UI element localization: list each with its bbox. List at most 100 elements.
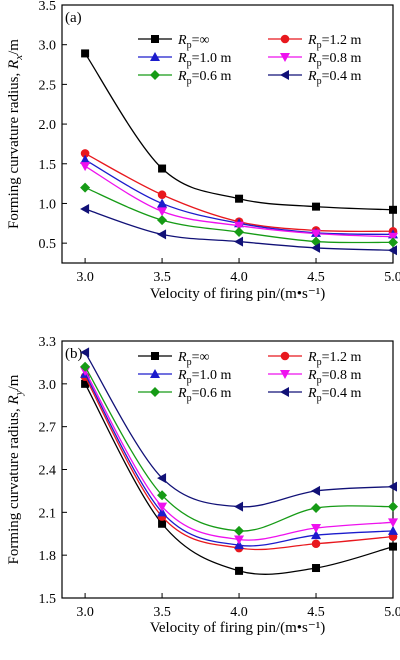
data-point-marker	[311, 485, 321, 496]
legend-item: Rp=∞	[138, 33, 209, 51]
data-point-marker	[234, 540, 245, 550]
x-axis-label: Velocity of firing pin/(m•s⁻¹)	[150, 286, 326, 302]
legend-label: Rp=1.2 m	[307, 33, 361, 51]
data-point-marker	[158, 164, 167, 173]
y-tick-label: 2.0	[39, 118, 57, 133]
data-point-marker	[80, 162, 91, 172]
y-tick-label: 1.5	[39, 592, 57, 607]
legend-marker	[150, 70, 160, 80]
plot-frame	[61, 4, 394, 264]
y-tick-label: 1.0	[39, 197, 57, 212]
chart-panel-a: 3.0 3.5 4.0 4.5 5.0 0.5 1.0 1.5 2.0 2.5 3.0 3.5 (a) V…	[6, 0, 400, 302]
legend-marker	[280, 351, 290, 361]
series-rp-0-6-m	[80, 182, 398, 248]
x-tick-label: 4.0	[230, 270, 248, 285]
x-axis-label: Velocity of firing pin/(m•s⁻¹)	[150, 620, 326, 636]
data-point-marker	[234, 535, 245, 545]
x-tick-label: 5.0	[384, 270, 400, 285]
legend-label: Rp=0.8 m	[307, 51, 361, 69]
data-point-marker	[157, 215, 168, 226]
series-line	[84, 352, 394, 508]
data-point-marker	[235, 194, 244, 203]
data-point-marker	[80, 154, 91, 164]
legend-marker	[280, 370, 290, 379]
series-line	[84, 366, 394, 532]
y-tick-label: 2.5	[39, 78, 57, 93]
legend: Rp=∞ Rp=1.2 m Rp=1.0 m Rp=0.8 m Rp=0.6 m Rp=0…	[138, 33, 361, 87]
data-point-marker	[311, 524, 322, 534]
legend-marker	[280, 34, 290, 44]
legend-item: Rp=0.8 m	[268, 51, 361, 69]
y-tick-label: 1.5	[39, 158, 57, 173]
data-point-marker	[80, 361, 91, 372]
series-rp-0-8-m	[80, 162, 398, 242]
data-point-marker	[234, 236, 244, 247]
y-tick-label: 2.7	[39, 421, 57, 436]
data-point-marker	[389, 205, 397, 214]
legend-item: Rp=0.4 m	[268, 69, 361, 87]
y-tick-label: 1.8	[39, 549, 57, 564]
data-point-marker	[312, 202, 321, 211]
data-point-marker	[234, 525, 245, 536]
data-point-marker	[80, 347, 90, 358]
data-point-marker	[235, 566, 244, 575]
legend-label: Rp=1.0 m	[177, 51, 231, 69]
data-point-marker	[388, 501, 398, 512]
data-point-marker	[157, 502, 168, 512]
data-point-marker	[157, 507, 168, 517]
legend-marker	[150, 369, 160, 378]
chart-panel-b: 3.0 3.5 4.0 4.5 5.0 1.5 1.8 2.1 2.4 2.7 3.0 3.3 (b) V…	[6, 335, 400, 636]
legend-label: Rp=∞	[177, 350, 209, 368]
data-point-marker	[388, 518, 398, 528]
legend-item: Rp=∞	[138, 350, 209, 368]
data-point-marker	[157, 190, 167, 200]
y-axis-label: Forming curvature radius, Ry/m	[6, 374, 25, 564]
legend-item: Rp=0.6 m	[138, 69, 231, 87]
panel-label: (b)	[65, 346, 83, 362]
legend-item: Rp=0.4 m	[268, 386, 361, 404]
y-tick-label: 3.0	[39, 378, 57, 393]
data-point-marker	[157, 473, 167, 484]
y-axis-label: Forming curvature radius, Rx/m	[6, 39, 25, 229]
data-point-marker	[234, 221, 245, 231]
x-tick-label: 3.0	[76, 605, 94, 620]
legend-label: Rp=1.2 m	[307, 350, 361, 368]
legend-marker	[151, 352, 159, 360]
series-line	[84, 376, 394, 551]
legend-marker	[151, 35, 159, 43]
data-point-marker	[81, 49, 90, 58]
x-tick-label: 4.5	[307, 270, 325, 285]
data-point-marker	[157, 207, 168, 217]
series-line	[84, 370, 394, 541]
data-point-marker	[388, 237, 398, 248]
data-point-marker	[311, 242, 321, 253]
data-point-marker	[157, 198, 168, 208]
data-point-marker	[311, 503, 322, 514]
data-point-marker	[157, 490, 168, 501]
legend-item: Rp=1.2 m	[268, 33, 361, 51]
y-tick-label: 2.1	[39, 506, 57, 521]
x-tick-label: 3.0	[76, 270, 94, 285]
legend: Rp=∞ Rp=1.2 m Rp=1.0 m Rp=0.8 m Rp=0.6 m Rp=0…	[138, 350, 361, 404]
legend-label: Rp=0.4 m	[307, 386, 361, 404]
data-point-marker	[80, 149, 90, 158]
legend-marker	[280, 53, 290, 62]
data-point-marker	[312, 564, 321, 573]
y-tick-label: 3.0	[39, 39, 57, 54]
legend-item: Rp=0.8 m	[268, 368, 361, 386]
data-point-marker	[311, 229, 322, 239]
y-tick-label: 2.4	[39, 464, 57, 479]
data-point-marker	[389, 542, 397, 551]
legend-marker	[150, 387, 160, 397]
data-point-marker	[157, 229, 167, 240]
series-rp-	[81, 379, 397, 575]
legend-item: Rp=1.0 m	[138, 368, 231, 386]
series-rp-0-6-m	[80, 361, 398, 536]
legend-label: Rp=1.0 m	[177, 368, 231, 386]
data-point-marker	[80, 182, 91, 193]
series-rp-0-4-m	[80, 347, 397, 512]
panel-label: (a)	[65, 10, 82, 26]
data-point-marker	[81, 379, 90, 388]
data-point-marker	[311, 539, 321, 549]
